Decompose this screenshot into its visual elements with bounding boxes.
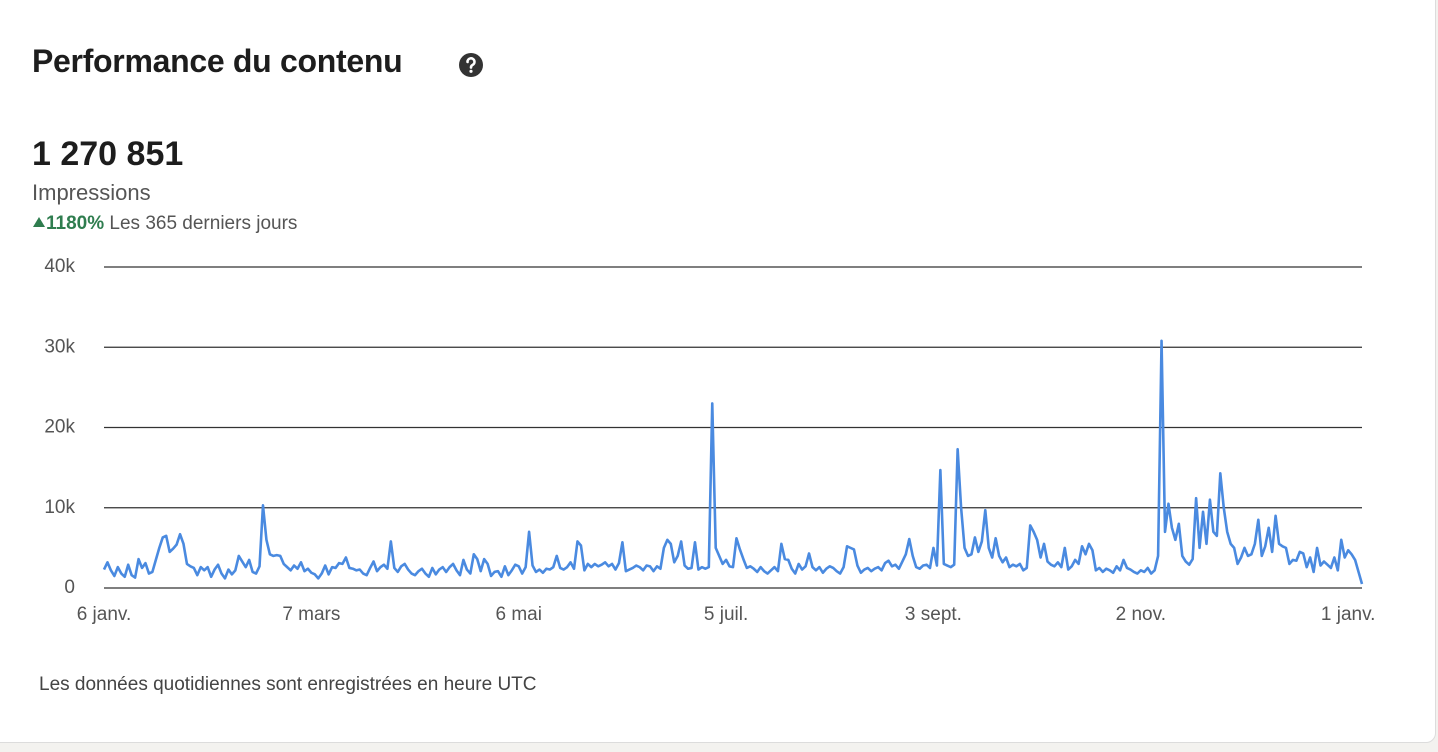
x-tick-label: 6 janv.: [77, 604, 132, 625]
x-tick-label: 7 mars: [282, 604, 340, 625]
change-row: 1180% Les 365 derniers jours: [32, 213, 297, 235]
x-tick-label: 5 juil.: [704, 604, 748, 625]
total-value: 1 270 851: [32, 135, 184, 173]
x-tick-label: 2 nov.: [1116, 604, 1166, 625]
y-tick-label: 0: [64, 577, 75, 598]
y-tick-label: 10k: [44, 497, 75, 518]
y-tick-label: 20k: [44, 417, 75, 438]
up-arrow: [33, 217, 45, 227]
data-line: [102, 339, 1364, 585]
x-tick-label: 6 mai: [495, 604, 541, 625]
x-tick-label: 3 sept.: [905, 604, 962, 625]
period: Les 365 derniers jours: [109, 213, 298, 234]
y-tick-label: 30k: [44, 336, 75, 357]
y-tick-label: 40k: [44, 256, 75, 277]
footnote: Les données quotidiennes sont enregistré…: [39, 674, 537, 695]
metric-label: Impressions: [32, 180, 151, 205]
change-value: 1180%: [46, 213, 105, 234]
title: Performance du contenu: [32, 43, 403, 79]
x-tick-label: 1 janv.: [1321, 604, 1376, 625]
help-icon[interactable]: [458, 52, 484, 78]
